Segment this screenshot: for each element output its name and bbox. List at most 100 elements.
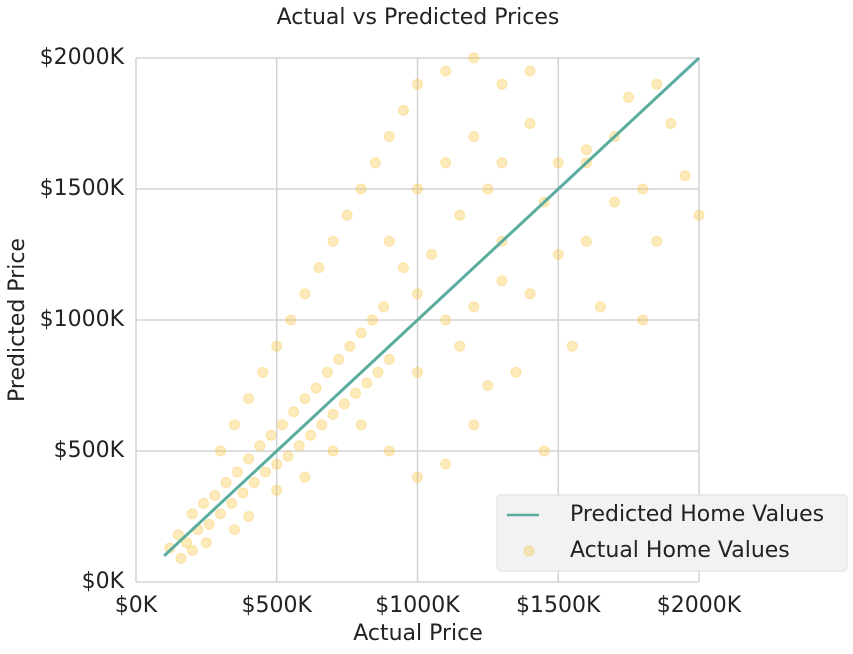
y-axis-label: Predicted Price (5, 238, 30, 402)
line (163, 56, 701, 557)
point (440, 65, 452, 77)
point (580, 144, 592, 156)
point (440, 314, 452, 326)
point (276, 419, 288, 431)
point (344, 340, 356, 352)
point (285, 314, 297, 326)
point (254, 440, 266, 452)
point (361, 377, 373, 389)
point (226, 497, 238, 509)
point (259, 466, 271, 478)
point (426, 249, 438, 260)
point (637, 314, 649, 326)
point (214, 445, 226, 457)
point (209, 490, 221, 502)
point (355, 183, 367, 195)
point (257, 366, 269, 378)
point (265, 429, 277, 441)
point (538, 445, 550, 457)
point (412, 78, 423, 90)
legend: Predicted Home Values Actual Home Values (496, 494, 848, 572)
point (305, 429, 317, 441)
point (412, 288, 423, 300)
point (350, 387, 362, 399)
point (496, 78, 508, 90)
point (271, 484, 283, 496)
point (271, 458, 283, 470)
x-tick-label: $500K (242, 593, 313, 618)
point (454, 209, 466, 221)
point (378, 301, 390, 313)
point (333, 353, 345, 365)
point (412, 366, 423, 378)
point (440, 458, 452, 470)
point (665, 118, 677, 129)
point (482, 380, 494, 391)
point (282, 450, 294, 462)
point (316, 419, 328, 431)
point (454, 340, 466, 352)
point (338, 398, 350, 410)
point (468, 131, 480, 143)
point (172, 529, 184, 541)
point (299, 288, 311, 300)
point (237, 487, 249, 499)
point (214, 508, 226, 520)
point (651, 78, 663, 90)
y-tick-label: $0K (82, 569, 125, 594)
marks (163, 52, 705, 564)
point (383, 353, 395, 365)
point (321, 366, 333, 378)
point (397, 104, 409, 116)
point (229, 524, 241, 536)
point (412, 183, 423, 195)
point (482, 183, 494, 195)
point (397, 262, 409, 274)
point (651, 235, 663, 247)
point (679, 170, 691, 182)
y-tick-label: $1000K (40, 307, 125, 332)
point (299, 393, 311, 405)
point (566, 340, 578, 352)
point (366, 314, 378, 326)
point (355, 419, 367, 431)
x-tick-label: $0K (115, 593, 158, 618)
point (510, 366, 522, 378)
x-tick-label: $2000K (657, 593, 742, 618)
point (293, 440, 305, 452)
legend-label: Predicted Home Values (570, 502, 824, 527)
point (637, 183, 649, 195)
point (496, 275, 508, 287)
point (327, 445, 339, 457)
point (243, 511, 255, 522)
point (693, 209, 705, 221)
point (552, 157, 564, 169)
point (288, 406, 300, 418)
point (231, 466, 243, 478)
point (243, 393, 255, 405)
point (198, 497, 210, 509)
point (248, 476, 260, 488)
chart-title: Actual vs Predicted Prices (277, 5, 560, 30)
legend-box (496, 494, 848, 572)
x-tick-label: $1500K (516, 593, 601, 618)
y-tick-label: $2000K (40, 45, 125, 70)
point (327, 408, 339, 420)
point (412, 471, 423, 483)
point (355, 327, 367, 339)
x-tick-label: $1000K (375, 593, 460, 618)
point (369, 157, 381, 169)
legend-swatch (523, 545, 535, 557)
point (220, 476, 232, 488)
point (243, 453, 255, 465)
point (299, 471, 311, 483)
point (310, 382, 322, 394)
point (552, 249, 564, 260)
point (203, 518, 215, 530)
point (468, 301, 480, 313)
point (524, 118, 536, 129)
y-tick-label: $500K (54, 438, 125, 463)
point (468, 52, 480, 64)
point (313, 262, 325, 274)
